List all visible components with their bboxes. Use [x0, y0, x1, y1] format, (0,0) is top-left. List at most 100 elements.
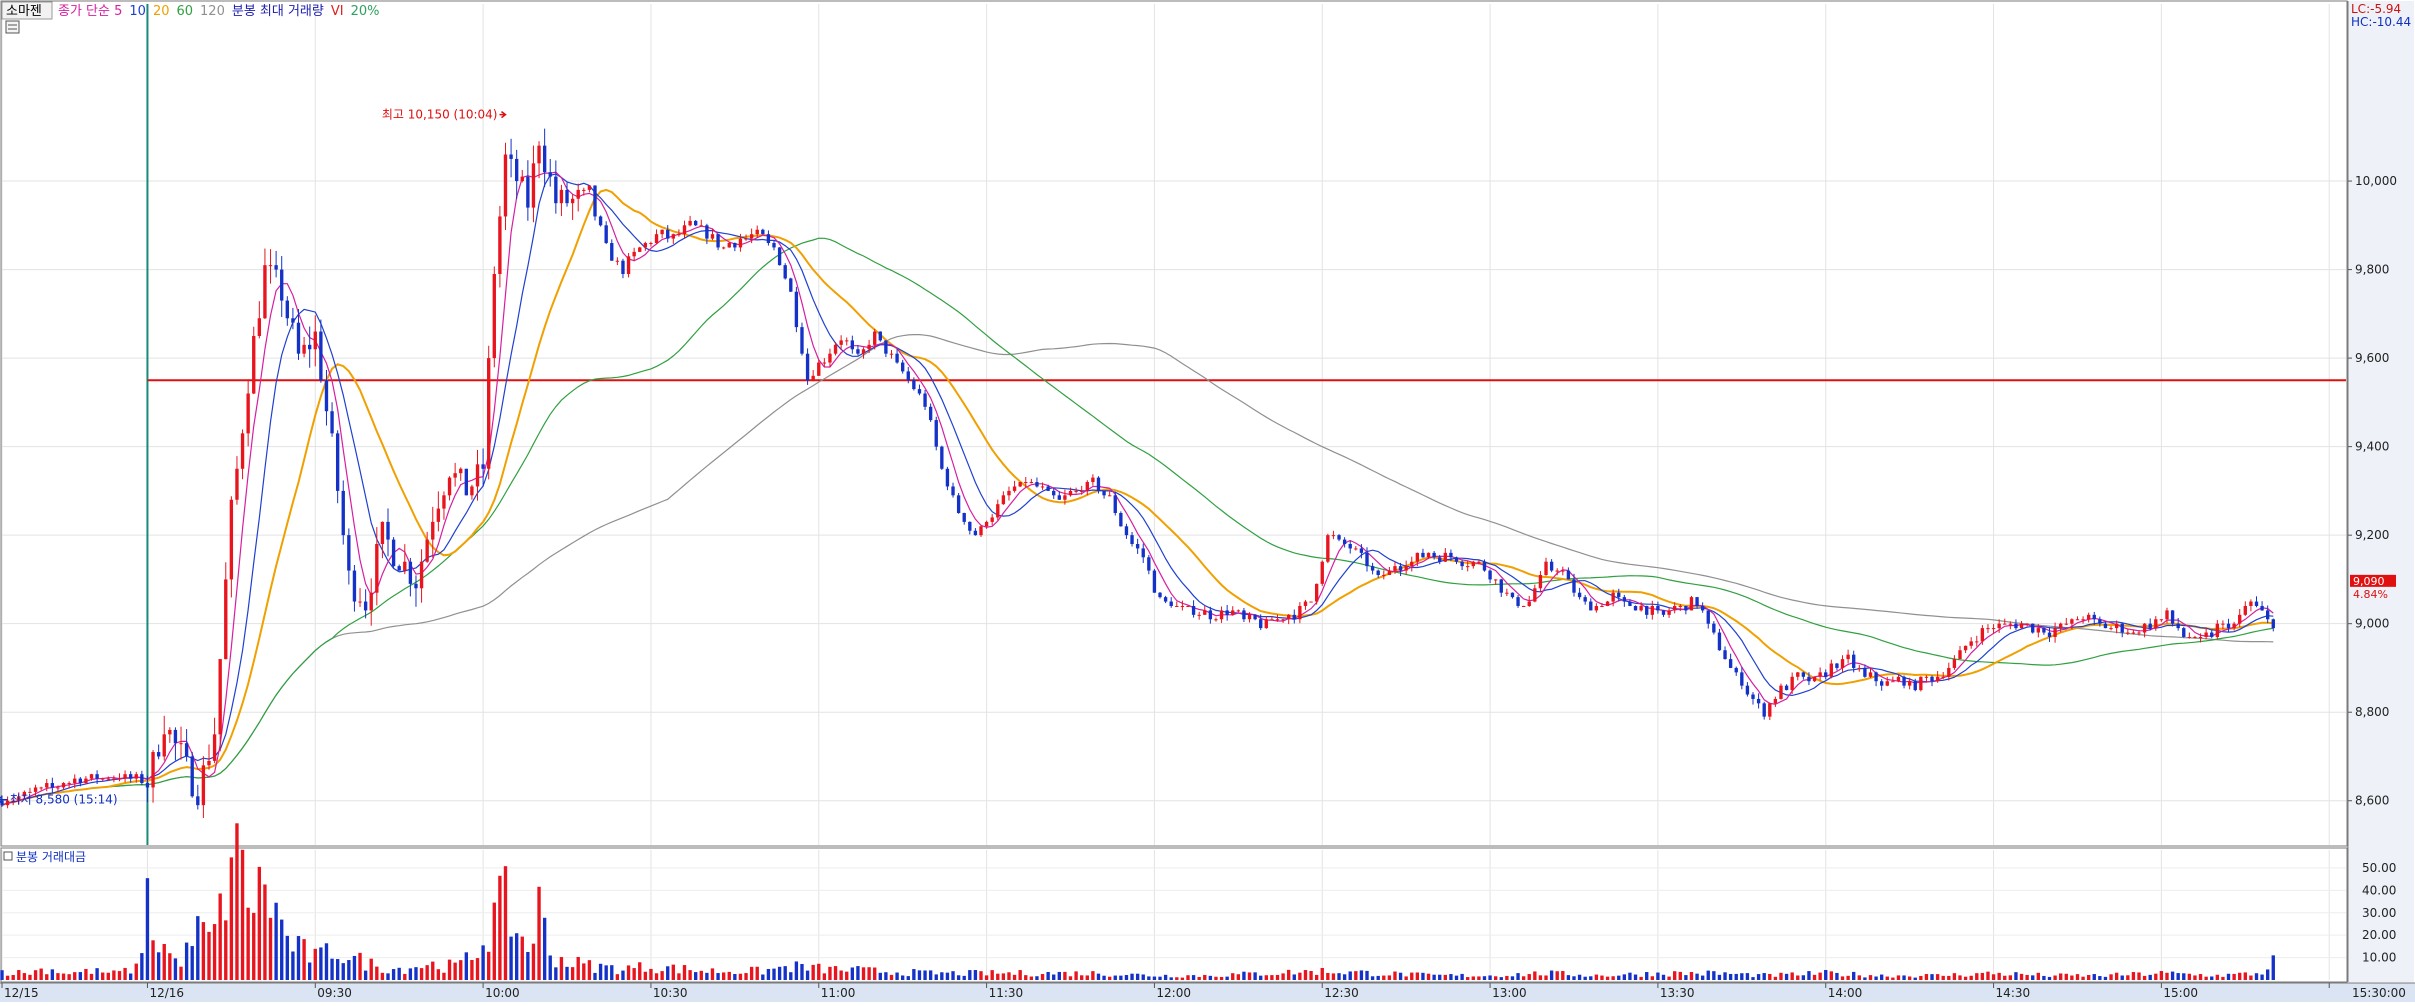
volume-bar-down [923, 970, 927, 980]
candle-down [1902, 676, 1906, 686]
volume-bar-down [940, 972, 944, 980]
volume-bar-up [1919, 975, 1923, 980]
candle-down [1645, 605, 1649, 615]
candle-down [2226, 623, 2231, 629]
candle-down [341, 490, 345, 536]
volume-bar-up [1303, 970, 1308, 980]
candle-up [218, 659, 222, 735]
volume-bar-up [358, 952, 362, 980]
volume-bar-down [386, 973, 390, 980]
candle-up [2114, 623, 2119, 629]
candle-up [845, 340, 849, 342]
candle-up [1471, 561, 1475, 567]
chart-header: 소마젠 종가 단순 5 10 20 60 120 분봉 최대 거래량 VI 20% LC:-5… [1, 1, 2411, 34]
volume-bar-down [1633, 974, 1638, 980]
candle-down [1661, 610, 1666, 615]
volume-bar-up [1331, 973, 1336, 980]
candle-up [212, 734, 217, 761]
volume-bar-down [1745, 973, 1750, 980]
volume-bar-down [772, 968, 776, 980]
candle-up [375, 544, 379, 593]
candle-down [1460, 561, 1464, 567]
candle-up [996, 504, 1000, 518]
candle-down [2182, 628, 2186, 637]
volume-bar-up [470, 959, 474, 980]
price-tick-label: 9,200 [2355, 528, 2389, 542]
volume-bar-down [1863, 977, 1867, 980]
volume-bar-down [1398, 972, 1403, 980]
candle-up [520, 176, 524, 182]
candle-up [1320, 561, 1324, 584]
volume-bar-down [777, 966, 782, 980]
volume-bar-up [822, 973, 827, 980]
volume-bar-up [1231, 973, 1235, 980]
candle-up [2131, 632, 2136, 634]
volume-bar-up [61, 973, 66, 980]
candle-down [397, 566, 401, 571]
candle-up [201, 765, 206, 806]
volume-bar-down [2210, 976, 2214, 980]
volume-bar-up [1505, 975, 1509, 980]
candle-up [1309, 601, 1313, 603]
candle-down [386, 521, 390, 540]
candle-up [1264, 619, 1268, 629]
volume-bar-up [2142, 975, 2147, 980]
volume-bar-up [419, 968, 424, 980]
volume-bar-down [1706, 970, 1710, 980]
candle-down [1135, 544, 1140, 549]
candle-up [1768, 703, 1772, 717]
volume-bar-up [2126, 975, 2130, 980]
volume-bar-down [1734, 973, 1738, 980]
volume-bar-up [1040, 974, 1045, 980]
volume-bar-up [2198, 974, 2203, 980]
volume-bar-up [1650, 976, 1654, 980]
volume-bar-down [2176, 973, 2180, 980]
settings-icon[interactable] [5, 20, 20, 34]
candle-down [1113, 495, 1117, 514]
volume-bar-up [2036, 972, 2040, 980]
volume-bar-up [1068, 976, 1073, 980]
volume-bar-down [1158, 976, 1162, 980]
candle-up [1074, 490, 1078, 492]
candle-down [352, 570, 357, 602]
volume-bar-up [688, 970, 692, 980]
candle-up [442, 495, 446, 509]
candle-down [1717, 632, 1722, 651]
candle-down [554, 176, 558, 204]
candle-down [593, 185, 597, 217]
candle-down [705, 225, 709, 239]
candle-down [906, 371, 910, 381]
candle-up [101, 778, 105, 780]
volume-bar-up [2154, 973, 2158, 980]
volume-bar-up [984, 975, 989, 980]
candle-down [1124, 526, 1129, 536]
volume-settings-icon[interactable] [3, 851, 13, 861]
symbol-box[interactable] [1, 1, 53, 20]
volume-bar-down [1700, 975, 1705, 980]
candle-up [1012, 486, 1017, 491]
candle-down [335, 433, 340, 491]
candle-down [666, 229, 670, 239]
volume-bar-down [1784, 973, 1789, 980]
volume-bar-up [996, 973, 1000, 980]
volume-bar-up [1320, 967, 1324, 980]
candle-down [128, 774, 133, 779]
candle-up [1818, 672, 1822, 677]
volume-bar-down [705, 972, 709, 980]
volume-bar-down [280, 919, 284, 980]
volume-bar-down [850, 967, 855, 980]
candle-up [749, 234, 754, 239]
volume-bar-up [2081, 976, 2085, 980]
candle-up [1214, 619, 1218, 621]
candle-down [878, 331, 882, 341]
volume-bar-down [1152, 976, 1157, 980]
volume-bar-up [1561, 971, 1565, 980]
candle-down [509, 154, 513, 159]
candle-up [447, 477, 452, 496]
candle-up [2165, 610, 2169, 620]
candle-up [1068, 490, 1073, 496]
volume-bar-down [526, 951, 530, 980]
volume-bar-up [263, 884, 267, 980]
